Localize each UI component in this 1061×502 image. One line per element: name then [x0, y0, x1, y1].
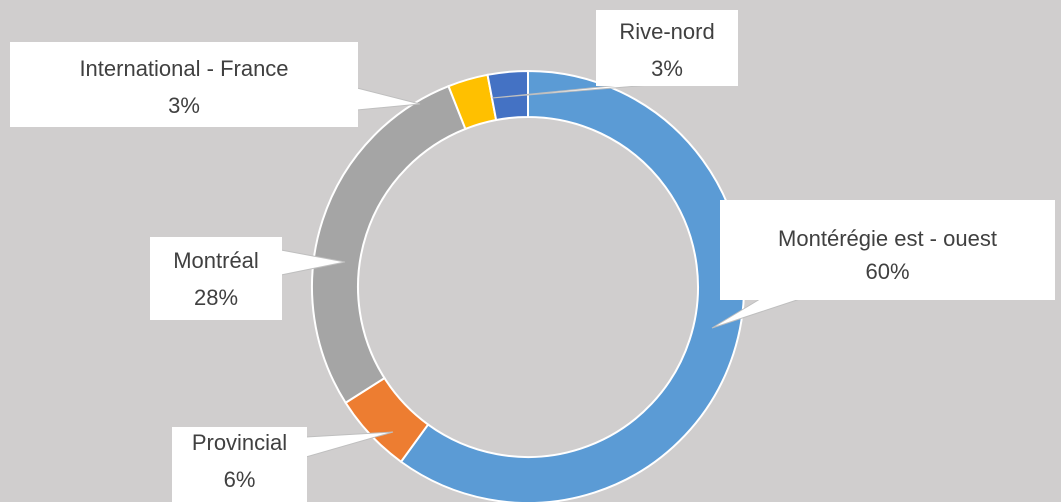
label-value: 6%	[224, 467, 256, 492]
label-category: Montérégie est - ouest	[778, 226, 997, 251]
callout-box	[172, 427, 307, 502]
label-value: 28%	[194, 285, 238, 310]
callout-box	[720, 200, 1055, 300]
label-category: Rive-nord	[619, 19, 714, 44]
callout-box	[10, 42, 358, 127]
callout-box	[596, 10, 738, 86]
donut-slice	[486, 69, 529, 122]
label-value: 3%	[168, 93, 200, 118]
callout-box	[150, 237, 282, 320]
label-category: Provincial	[192, 430, 287, 455]
donut-slice	[311, 84, 467, 405]
label-value: 3%	[651, 56, 683, 81]
label-category: International - France	[79, 56, 288, 81]
label-value: 60%	[865, 259, 909, 284]
label-category: Montréal	[173, 248, 259, 273]
